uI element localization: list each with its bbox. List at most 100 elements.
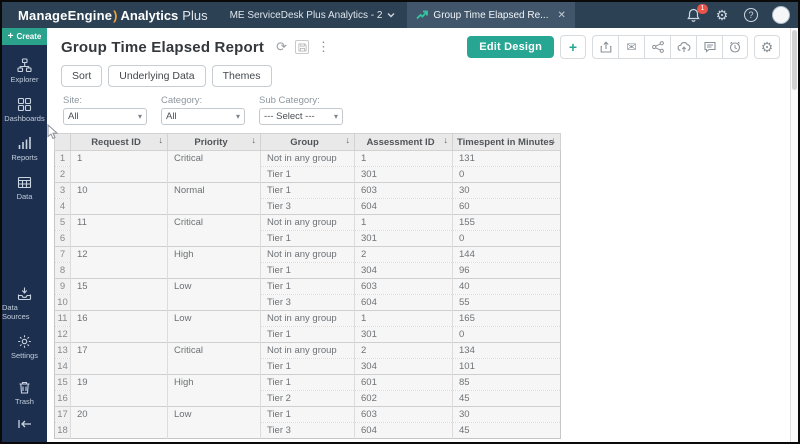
column-header[interactable]: Timespent in Minutes ↓ [452, 133, 561, 151]
cell-timespent: 30 [452, 406, 561, 423]
sidebar-item-data-sources[interactable]: Data Sources [2, 286, 47, 321]
themes-button[interactable]: Themes [211, 65, 272, 87]
sort-arrow-icon[interactable]: ↓ [251, 135, 257, 145]
site-select[interactable]: All [63, 108, 147, 125]
cell-group: Tier 3 [260, 422, 355, 439]
comment-button[interactable] [696, 35, 722, 59]
notifications-bell-icon[interactable]: 1 [685, 4, 708, 23]
help-icon[interactable]: ? [743, 7, 759, 23]
table-row: 2 Tier 1 301 0 [54, 166, 561, 183]
column-header[interactable]: Priority ↓ [167, 133, 261, 151]
tab-close-icon[interactable]: ✕ [557, 9, 566, 21]
sidebar-item-label: Data Sources [2, 303, 30, 321]
cell-timespent: 85 [452, 374, 561, 391]
cell-timespent: 45 [452, 422, 561, 439]
cell-group: Tier 1 [260, 278, 355, 295]
import-tray-icon [17, 287, 32, 301]
cell-assessment-id: 601 [354, 374, 453, 391]
share-button[interactable] [644, 35, 670, 59]
row-number: 1 [54, 150, 71, 167]
sort-arrow-icon[interactable]: ↓ [443, 135, 449, 145]
row-number: 18 [54, 422, 71, 439]
sub-category-select-value: --- Select --- [264, 111, 315, 122]
cell-timespent: 0 [452, 230, 561, 247]
sidebar-item-dashboards[interactable]: Dashboards [4, 97, 45, 123]
underlying-data-button[interactable]: Underlying Data [108, 65, 206, 87]
add-view-button[interactable]: + [560, 35, 586, 59]
view-toolbar: Sort Underlying Data Themes [47, 62, 790, 87]
sidebar: + Create Explorer Dashboards Reports Dat… [2, 28, 47, 442]
filter-label: Sub Category: [259, 95, 320, 106]
cell-timespent: 144 [452, 246, 561, 263]
sort-button[interactable]: Sort [61, 65, 103, 87]
filter-label: Category: [161, 95, 203, 106]
column-header[interactable]: Request ID ↓ [70, 133, 168, 151]
cell-assessment-id: 301 [354, 166, 453, 183]
alert-button[interactable] [722, 35, 748, 59]
refresh-icon[interactable] [276, 38, 287, 56]
cell-assessment-id: 604 [354, 422, 453, 439]
sub-category-select[interactable]: --- Select --- [259, 108, 343, 125]
sidebar-item-settings[interactable]: Settings [11, 334, 38, 360]
more-options-icon[interactable] [317, 38, 330, 56]
sort-arrow-icon[interactable]: ↓ [158, 135, 164, 145]
edit-design-button[interactable]: Edit Design [467, 36, 554, 58]
collapse-sidebar-icon[interactable] [17, 416, 33, 434]
table-row: 8 Tier 1 304 96 [54, 262, 561, 279]
publish-button[interactable] [670, 35, 696, 59]
sidebar-item-trash[interactable]: Trash [15, 380, 34, 406]
cell-timespent: 0 [452, 166, 561, 183]
cell-group: Not in any group [260, 214, 355, 231]
table-row: 4 Tier 3 604 60 [54, 198, 561, 215]
plus-icon: + [7, 31, 14, 42]
settings-button[interactable] [754, 35, 780, 59]
table-row: 15 19 High Tier 1 601 85 [54, 374, 561, 407]
chevron-down-icon [387, 13, 395, 18]
table-row: 6 Tier 1 301 0 [54, 230, 561, 247]
row-number: 11 [54, 310, 71, 327]
cell-assessment-id: 603 [354, 278, 453, 295]
create-button[interactable]: + Create [2, 28, 47, 45]
table-row: 17 20 Low Tier 1 603 30 [54, 406, 561, 439]
sidebar-item-data[interactable]: Data [17, 175, 32, 201]
table-row: 1 1 Critical Not in any group 1 131 [54, 150, 561, 183]
cell-assessment-id: 1 [354, 214, 453, 231]
logo-suffix-text: Plus [182, 7, 208, 23]
sidebar-item-label: Settings [10, 351, 39, 360]
sidebar-item-label: Trash [15, 397, 34, 406]
admin-gear-icon[interactable] [714, 7, 730, 23]
comment-icon [703, 41, 716, 53]
scrollbar[interactable] [790, 28, 798, 442]
cell-assessment-id: 603 [354, 406, 453, 423]
cell-assessment-id: 301 [354, 230, 453, 247]
sidebar-item-explorer[interactable]: Explorer [11, 58, 38, 84]
column-header[interactable]: Group ↓ [260, 133, 355, 151]
cell-assessment-id: 604 [354, 198, 453, 215]
table-header-row: Request ID ↓ Priority ↓ Group ↓ Assessment ID ↓… [54, 133, 561, 151]
cell-group: Not in any group [260, 342, 355, 359]
cell-request-id: 17 [70, 342, 168, 375]
workspace-selector[interactable]: ME ServiceDesk Plus Analytics - 2 [218, 10, 408, 21]
tab-group-time-elapsed-report[interactable]: Group Time Elapsed Re... ✕ [407, 2, 575, 28]
trash-icon [19, 381, 30, 394]
sort-arrow-icon[interactable]: ↓ [551, 135, 557, 145]
filter-category: Category: All [161, 95, 245, 125]
column-header[interactable]: Assessment ID ↓ [354, 133, 453, 151]
cell-timespent: 155 [452, 214, 561, 231]
sort-arrow-icon[interactable]: ↓ [345, 135, 351, 145]
table-body: 1 1 Critical Not in any group 1 131 2 Tier 1 301… [54, 150, 561, 439]
logo-swoosh-icon: ) [113, 7, 118, 23]
user-avatar[interactable] [772, 6, 790, 24]
scrollbar-thumb[interactable] [792, 30, 797, 90]
cell-request-id: 12 [70, 246, 168, 279]
email-button[interactable] [618, 35, 644, 59]
category-select[interactable]: All [161, 108, 245, 125]
table-row: 9 15 Low Tier 1 603 40 [54, 278, 561, 311]
row-number: 17 [54, 406, 71, 423]
tab-label: Group Time Elapsed Re... [433, 9, 549, 21]
sidebar-item-reports[interactable]: Reports [11, 136, 38, 162]
cell-timespent: 134 [452, 342, 561, 359]
save-icon[interactable] [295, 40, 309, 54]
row-number: 6 [54, 230, 71, 247]
export-button[interactable] [592, 35, 618, 59]
